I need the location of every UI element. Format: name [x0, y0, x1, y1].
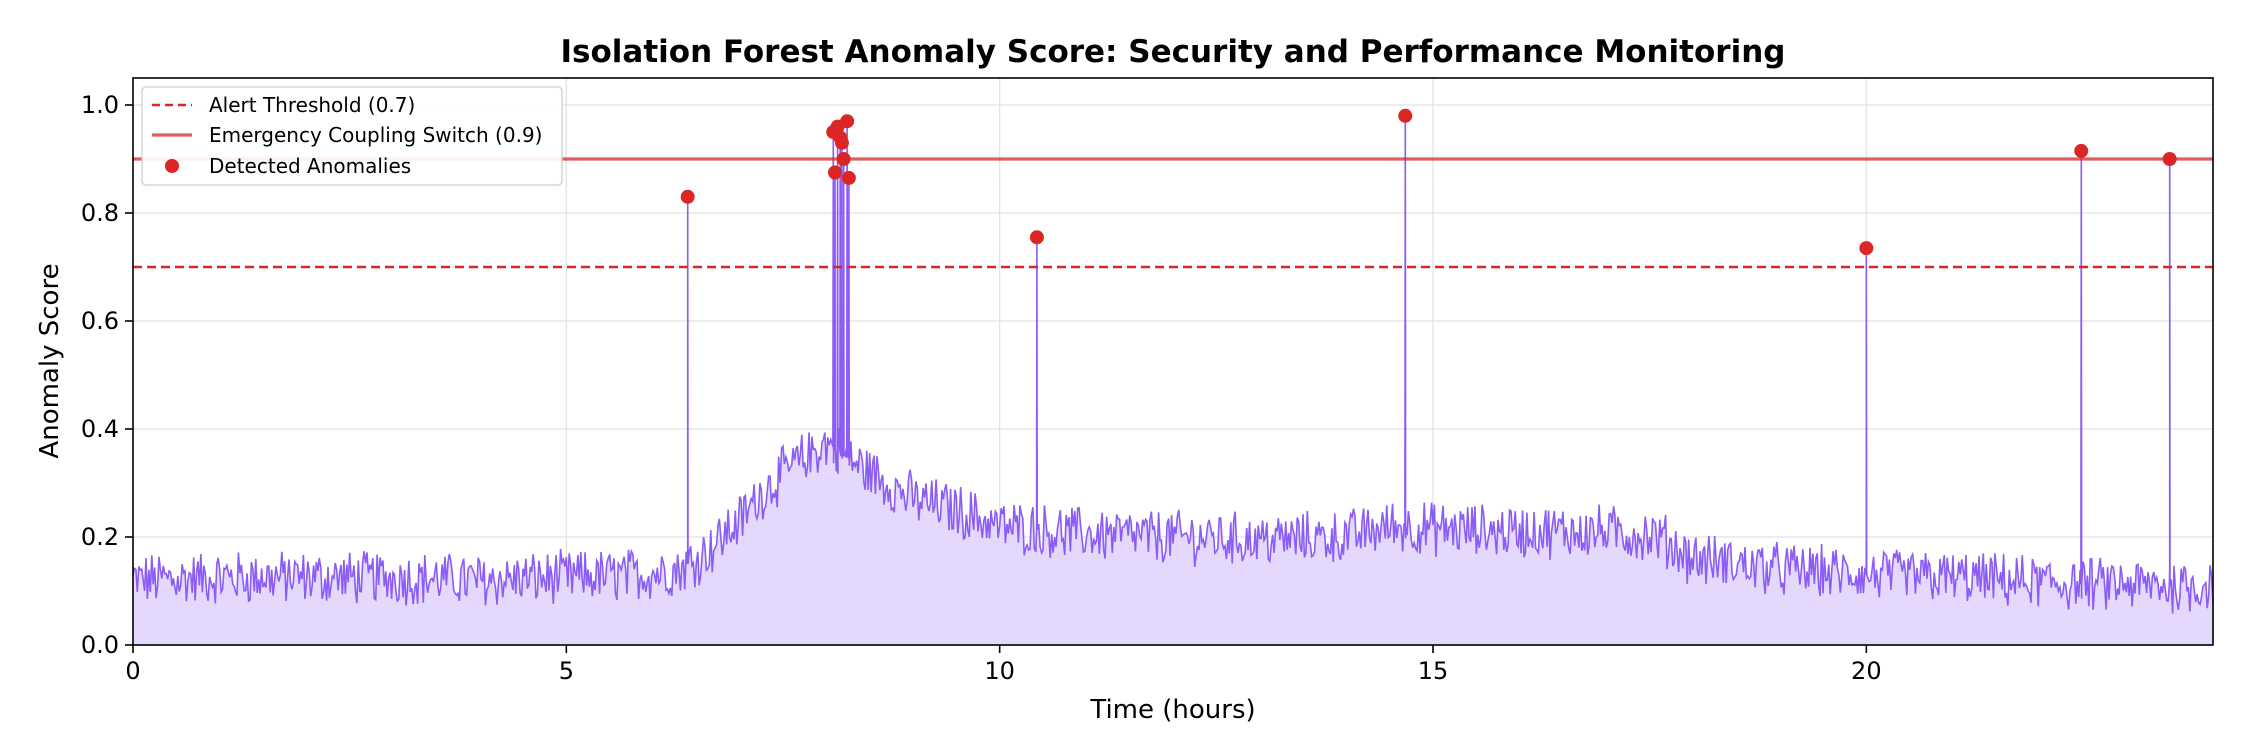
x-tick-label: 15 [1418, 657, 1449, 685]
anomaly-point [2162, 152, 2177, 166]
plot-frame [132, 77, 2214, 646]
legend-alert-label: Alert Threshold (0.7) [209, 93, 415, 117]
x-axis-label: Time (hours) [1089, 695, 1255, 725]
anomaly-point [841, 170, 856, 185]
legend-anomalies-label: Detected Anomalies [209, 154, 411, 178]
anomaly-point [828, 165, 842, 180]
y-tick-label: 1.0 [81, 91, 119, 119]
x-tick-label: 5 [559, 657, 574, 685]
anomaly-point [1398, 108, 1413, 123]
anomaly-point [836, 152, 851, 166]
y-tick-label: 0.6 [81, 307, 119, 335]
legend: Alert Threshold (0.7) Emergency Coupling… [141, 86, 563, 186]
score-area [133, 115, 2213, 646]
x-tick-label: 20 [1851, 657, 1882, 685]
x-tick-label: 0 [125, 657, 140, 685]
chart-title: Isolation Forest Anomaly Score: Security… [561, 34, 1786, 70]
y-tick-label: 0.2 [81, 523, 119, 551]
plot-area [132, 115, 2214, 646]
anomaly-points [680, 108, 2177, 256]
x-axis: 0 5 10 15 20 [125, 645, 1882, 685]
y-tick-label: 0.0 [81, 631, 119, 659]
anomaly-point [834, 135, 849, 150]
y-axis-label: Anomaly Score [35, 263, 65, 458]
legend-anomaly-swatch [165, 159, 179, 173]
x-tick-label: 10 [984, 657, 1015, 685]
y-axis: 0.0 0.2 0.4 0.6 0.8 1.0 [81, 91, 133, 659]
legend-emergency-label: Emergency Coupling Switch (0.9) [209, 123, 542, 147]
legend-box [141, 86, 563, 186]
y-tick-label: 0.4 [81, 415, 119, 443]
anomaly-point [2074, 143, 2089, 158]
anomaly-point [1029, 230, 1044, 245]
anomaly-point [680, 189, 695, 204]
y-tick-label: 0.8 [81, 199, 119, 227]
anomaly-point [1859, 241, 1874, 256]
score-line [132, 115, 2214, 614]
anomaly-point [840, 114, 855, 129]
